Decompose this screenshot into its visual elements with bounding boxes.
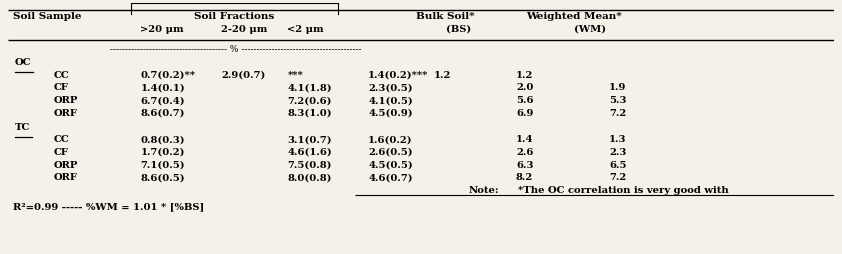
Text: 1.6(0.2): 1.6(0.2) xyxy=(368,135,413,144)
Text: 1.7(0.2): 1.7(0.2) xyxy=(141,148,185,157)
Text: ORP: ORP xyxy=(54,96,78,105)
Text: R²=0.99 ----- %WM = 1.01 * [%BS]: R²=0.99 ----- %WM = 1.01 * [%BS] xyxy=(13,202,204,211)
Text: 4.5(0.5): 4.5(0.5) xyxy=(368,161,413,170)
Text: Bulk Soil*: Bulk Soil* xyxy=(417,12,475,21)
Text: 6.7(0.4): 6.7(0.4) xyxy=(141,96,185,105)
Text: (WM): (WM) xyxy=(573,24,605,34)
Text: 1.9: 1.9 xyxy=(609,83,626,92)
Text: 5.3: 5.3 xyxy=(609,96,626,105)
Text: <2 μm: <2 μm xyxy=(287,24,324,34)
Text: Soil Sample: Soil Sample xyxy=(13,12,81,21)
Text: >20 μm: >20 μm xyxy=(141,24,184,34)
Text: 4.1(0.5): 4.1(0.5) xyxy=(368,96,413,105)
Text: 2.6(0.5): 2.6(0.5) xyxy=(368,148,413,157)
Text: 6.3: 6.3 xyxy=(516,161,533,170)
Text: 6.9: 6.9 xyxy=(516,109,533,118)
Text: ORP: ORP xyxy=(54,161,78,170)
Text: ORF: ORF xyxy=(54,173,77,182)
Text: 1.4: 1.4 xyxy=(516,135,533,144)
Text: 0.8(0.3): 0.8(0.3) xyxy=(141,135,185,144)
Text: 4.6(1.6): 4.6(1.6) xyxy=(287,148,332,157)
Text: 7.1(0.5): 7.1(0.5) xyxy=(141,161,185,170)
Text: TC: TC xyxy=(15,122,30,132)
Text: 3.1(0.7): 3.1(0.7) xyxy=(287,135,332,144)
Text: 8.0(0.8): 8.0(0.8) xyxy=(287,173,332,182)
Text: *The OC correlation is very good with: *The OC correlation is very good with xyxy=(519,186,729,195)
Text: 0.7(0.2)**: 0.7(0.2)** xyxy=(141,71,195,80)
Text: 4.1(1.8): 4.1(1.8) xyxy=(287,83,332,92)
Text: 1.3: 1.3 xyxy=(609,135,626,144)
Text: 5.6: 5.6 xyxy=(516,96,533,105)
Text: ORF: ORF xyxy=(54,109,77,118)
Text: 1.4(0.1): 1.4(0.1) xyxy=(141,83,185,92)
Text: 1.2: 1.2 xyxy=(434,71,451,80)
Text: --------------------------------------- % --------------------------------------: --------------------------------------- … xyxy=(109,45,361,54)
Text: 6.5: 6.5 xyxy=(609,161,626,170)
Text: 8.6(0.7): 8.6(0.7) xyxy=(141,109,185,118)
Text: 2.0: 2.0 xyxy=(516,83,533,92)
Text: 4.6(0.7): 4.6(0.7) xyxy=(368,173,413,182)
Text: 7.2: 7.2 xyxy=(609,109,626,118)
Text: 7.2(0.6): 7.2(0.6) xyxy=(287,96,332,105)
Text: 2-20 μm: 2-20 μm xyxy=(221,24,268,34)
Text: CC: CC xyxy=(54,135,70,144)
Text: 2.6: 2.6 xyxy=(516,148,533,157)
Text: 4.5(0.9): 4.5(0.9) xyxy=(368,109,413,118)
Text: 8.2: 8.2 xyxy=(516,173,533,182)
Text: 2.3: 2.3 xyxy=(609,148,626,157)
Text: CF: CF xyxy=(54,83,69,92)
Text: 2.9(0.7): 2.9(0.7) xyxy=(221,71,266,80)
Text: Note:: Note: xyxy=(469,186,499,195)
Text: Weighted Mean*: Weighted Mean* xyxy=(525,12,621,21)
Text: 1.4(0.2)***: 1.4(0.2)*** xyxy=(368,71,429,80)
Text: CC: CC xyxy=(54,71,70,80)
Text: 8.6(0.5): 8.6(0.5) xyxy=(141,173,185,182)
Text: (BS): (BS) xyxy=(445,24,471,34)
Text: 7.2: 7.2 xyxy=(609,173,626,182)
Text: Soil Fractions: Soil Fractions xyxy=(195,12,274,21)
Text: 2.3(0.5): 2.3(0.5) xyxy=(368,83,413,92)
Text: 1.2: 1.2 xyxy=(516,71,533,80)
Text: CF: CF xyxy=(54,148,69,157)
Text: OC: OC xyxy=(15,58,31,67)
Text: 7.5(0.8): 7.5(0.8) xyxy=(287,161,332,170)
Text: 8.3(1.0): 8.3(1.0) xyxy=(287,109,332,118)
Text: ***: *** xyxy=(287,71,303,80)
